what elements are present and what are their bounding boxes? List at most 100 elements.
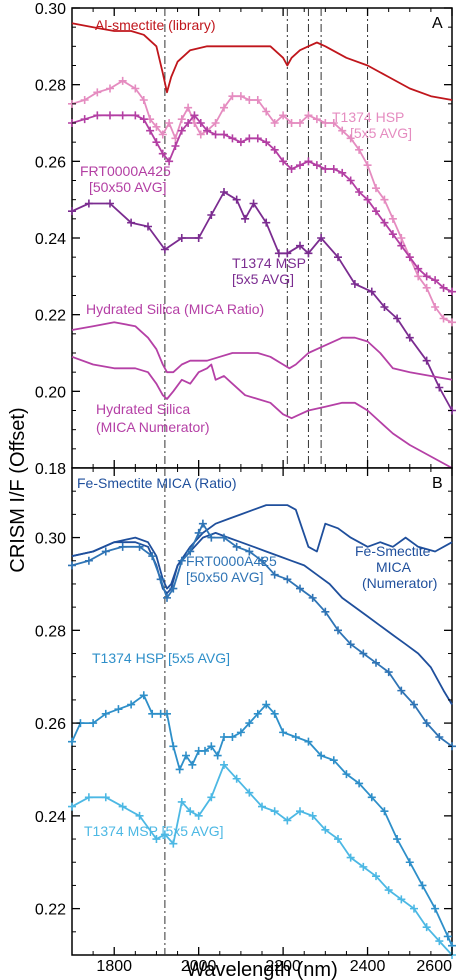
data-point [287, 119, 296, 127]
annotation-hydrated-silica-num: Hydrated Silica [96, 401, 190, 417]
data-point [363, 195, 372, 204]
panel-a-y-tick-label: 0.20 [35, 384, 66, 401]
x-tick-label: 2200 [265, 958, 301, 975]
data-point [80, 96, 89, 104]
annotation-frt-a-2: [50x50 AVG] [89, 179, 167, 195]
data-point [163, 709, 171, 718]
data-point [270, 145, 279, 154]
data-point [270, 570, 279, 579]
data-point [158, 130, 167, 139]
data-point [131, 84, 140, 93]
data-point [422, 923, 431, 932]
annotation-t1374-hsp-b: T1374 HSP [5x5 AVG] [92, 650, 230, 666]
panel-a: 0.18 0.20 0.22 0.24 0.26 0.28 0.30 Al-smectite… [35, 1, 456, 478]
panel-a-line-frt0000a425-50x50-avg [71, 114, 453, 293]
data-point [207, 211, 216, 219]
data-point [232, 195, 241, 204]
x-tick-label: 2600 [416, 958, 452, 975]
data-point [283, 575, 292, 584]
data-point [196, 130, 205, 139]
data-point [228, 733, 237, 742]
data-point [380, 195, 389, 204]
annotation-frt-b-2: [50x50 AVG] [186, 569, 264, 585]
data-point [296, 119, 304, 127]
data-point [177, 556, 186, 565]
data-point [384, 886, 393, 895]
data-point [144, 222, 152, 231]
data-point [397, 686, 406, 695]
data-point [220, 733, 228, 742]
y-axis-label: CRISM I/F (Offset) [7, 407, 29, 572]
data-point [158, 149, 167, 158]
data-point [355, 779, 364, 788]
data-point [207, 793, 216, 802]
data-point [367, 793, 376, 802]
data-point [171, 142, 180, 150]
data-point [397, 241, 406, 250]
panel-b-letter: B [432, 475, 443, 492]
data-point [220, 533, 228, 542]
data-point [127, 700, 136, 709]
data-point [118, 802, 127, 811]
panel-b-series-frt0000a425-50x50-avg [68, 519, 456, 751]
data-point [346, 176, 355, 185]
data-point [359, 862, 368, 871]
data-point [106, 84, 114, 93]
data-point [146, 126, 155, 135]
data-point [321, 165, 330, 173]
data-point [169, 742, 178, 751]
data-point [68, 802, 76, 811]
data-point [89, 719, 98, 728]
data-point [372, 184, 380, 193]
data-point [448, 318, 456, 327]
data-point [236, 728, 245, 737]
data-point [188, 760, 197, 769]
annotation-fe-smectite-ratio: Fe-Smectite MICA (Ratio) [77, 475, 236, 491]
data-point [101, 793, 110, 802]
data-point [393, 835, 402, 844]
data-point [148, 552, 157, 561]
data-point [397, 234, 406, 242]
data-point [165, 119, 174, 127]
data-point [258, 802, 266, 811]
panel-b-line-t1374-hsp-5x5-avg [71, 694, 453, 947]
data-point [232, 542, 241, 551]
data-point [84, 199, 93, 208]
data-point [245, 547, 254, 556]
data-point [262, 107, 271, 116]
data-point [380, 807, 389, 816]
data-point [245, 788, 254, 797]
data-point [312, 161, 321, 170]
panel-b-y-tick-label: 0.26 [35, 716, 66, 733]
panel-a-y-tick-label: 0.28 [35, 78, 66, 95]
annotation-t1374-msp-b: T1374 MSP [5x5 AVG] [84, 823, 224, 839]
x-tick-label: 2400 [350, 958, 386, 975]
data-point [414, 272, 423, 281]
panel-a-line-t1374-msp-5x5-avg [71, 191, 453, 411]
data-point [274, 249, 283, 258]
data-point [207, 742, 216, 751]
panel-a-line-t1374-hsp-5x5-avg [71, 79, 453, 324]
data-point [156, 575, 165, 584]
data-point [342, 770, 351, 779]
data-point [422, 719, 431, 728]
panel-a-series-al-smectite-library [71, 22, 453, 101]
data-point [196, 119, 205, 127]
data-point [338, 126, 347, 135]
annotation-fe-smectite-num-2: MICA [376, 559, 412, 575]
data-point [245, 719, 254, 728]
data-point [169, 584, 178, 593]
panel-a-series-hydrated-silica-mica-ratio [71, 321, 453, 381]
data-point [177, 797, 186, 806]
data-point [131, 111, 140, 120]
data-point [118, 111, 127, 120]
data-point [228, 134, 237, 143]
data-point [249, 199, 258, 208]
data-point [405, 333, 414, 342]
data-point [296, 807, 304, 816]
data-point [194, 528, 203, 537]
data-point [279, 157, 288, 166]
data-point [334, 626, 342, 635]
data-point [177, 115, 186, 124]
